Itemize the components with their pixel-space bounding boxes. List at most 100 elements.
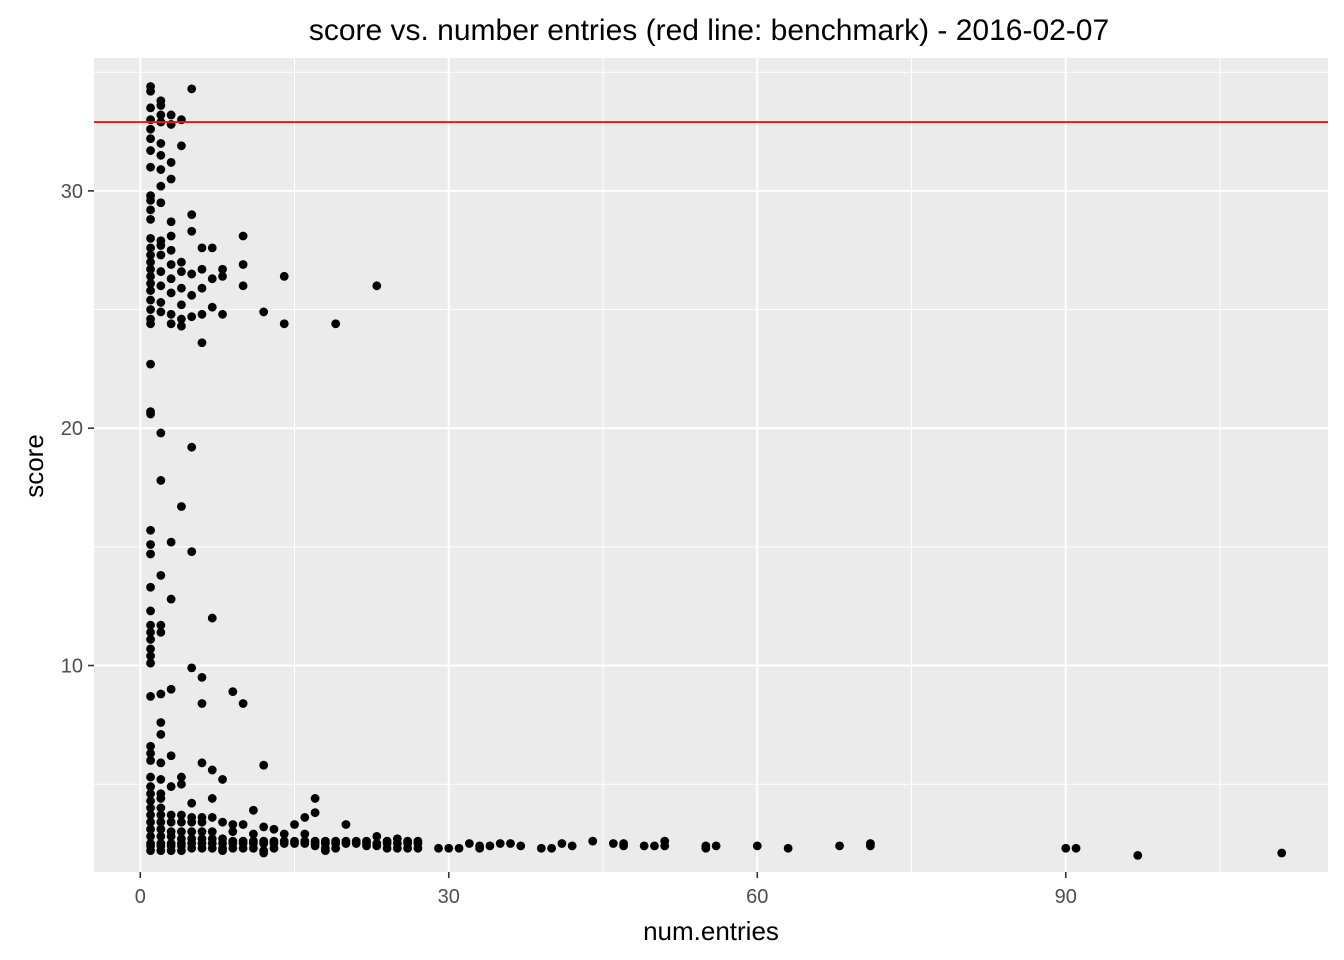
data-point [156, 181, 166, 191]
data-point [156, 165, 166, 174]
data-point [567, 841, 577, 851]
data-point [1061, 843, 1071, 853]
data-point [752, 841, 762, 851]
data-point [269, 843, 279, 853]
data-point [207, 765, 217, 775]
data-point [413, 843, 423, 853]
data-point [197, 817, 207, 827]
data-point [156, 139, 166, 148]
x-tick-label: 0 [135, 886, 146, 908]
data-point [146, 635, 155, 644]
data-point [362, 841, 371, 851]
data-point [146, 279, 155, 288]
data-point [300, 829, 310, 839]
data-point [701, 843, 711, 853]
data-point [248, 805, 258, 815]
data-point [166, 110, 176, 120]
data-point [156, 428, 166, 438]
data-point [218, 775, 227, 784]
data-point [187, 827, 197, 837]
data-point [166, 846, 176, 856]
data-point [310, 841, 320, 851]
data-point [547, 843, 557, 853]
data-point [146, 772, 155, 782]
data-point [279, 829, 289, 839]
data-point [156, 250, 166, 260]
data-point [146, 540, 155, 549]
data-point [228, 820, 238, 829]
data-point [146, 606, 155, 616]
data-point [382, 843, 392, 853]
data-point [259, 307, 269, 317]
data-point [146, 789, 155, 799]
data-point [156, 775, 166, 784]
tick-labels: 0 30 60 90 10 20 30 [61, 181, 1077, 908]
data-point [639, 841, 649, 851]
data-point [1071, 843, 1081, 853]
data-point [146, 824, 155, 834]
data-point [146, 651, 155, 661]
data-point [557, 839, 567, 848]
data-point [146, 817, 155, 827]
data-point [187, 663, 197, 673]
data-point [454, 843, 464, 853]
data-point [166, 751, 176, 761]
data-point [166, 288, 176, 298]
data-point [146, 741, 155, 751]
data-point [218, 846, 227, 856]
data-point [156, 803, 166, 813]
data-point [146, 319, 155, 329]
data-point [156, 307, 166, 317]
data-point [146, 257, 155, 267]
data-point [197, 264, 207, 274]
data-point [166, 594, 176, 604]
data-point [475, 843, 485, 853]
data-point [207, 827, 217, 837]
data-point [310, 808, 320, 818]
data-point [156, 150, 166, 160]
data-point [351, 839, 361, 848]
data-point [146, 620, 155, 630]
data-point [146, 409, 155, 419]
data-point [197, 338, 207, 348]
data-point [166, 217, 176, 227]
y-tick-label: 30 [61, 181, 83, 203]
data-point [146, 134, 155, 144]
data-point [259, 839, 269, 848]
data-point [238, 260, 248, 269]
data-point [177, 779, 186, 789]
data-point [146, 748, 155, 758]
data-point [197, 243, 207, 253]
data-point [197, 672, 207, 682]
data-point [146, 305, 155, 314]
axis-ticks [88, 190, 1067, 878]
data-point [156, 570, 166, 580]
data-point [279, 271, 289, 281]
data-point [156, 198, 166, 208]
data-point [166, 832, 176, 841]
data-point [177, 810, 186, 820]
data-point [177, 772, 186, 782]
y-axis-title: score [19, 434, 49, 498]
data-point [166, 309, 176, 319]
data-point [485, 841, 495, 851]
data-point [177, 321, 186, 331]
data-point [156, 110, 166, 120]
data-point [403, 843, 413, 853]
data-point [290, 839, 299, 848]
data-point [187, 442, 197, 452]
data-point [146, 644, 155, 654]
data-point [660, 841, 670, 851]
data-point [146, 832, 155, 841]
data-point [166, 319, 176, 329]
data-point [166, 231, 176, 241]
data-point [177, 817, 186, 827]
data-point [146, 124, 155, 134]
data-point [146, 271, 155, 281]
data-point [207, 613, 217, 623]
data-point [259, 848, 269, 858]
data-point [320, 846, 330, 856]
data-point [588, 836, 598, 846]
major-grid [94, 58, 1328, 872]
data-point [156, 846, 166, 856]
